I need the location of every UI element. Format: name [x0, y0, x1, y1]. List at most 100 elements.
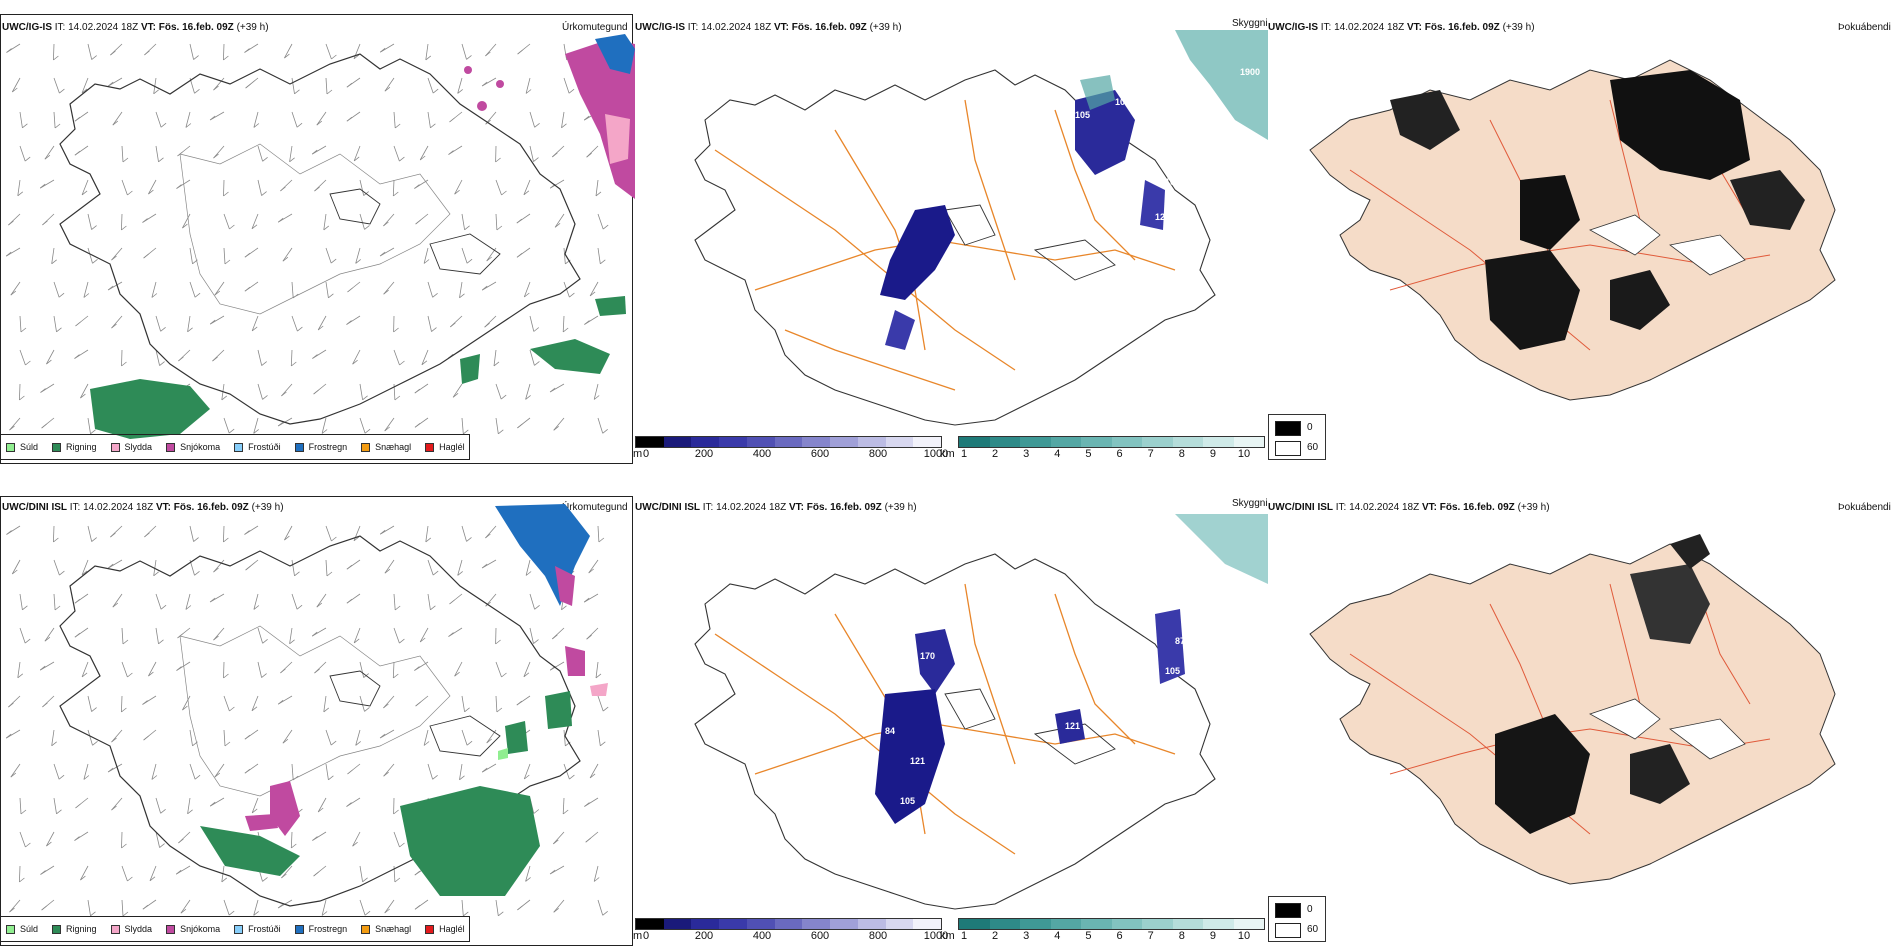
- wind-barb: [529, 627, 534, 644]
- wind-barb-flag: [593, 877, 600, 882]
- wind-barb-flag: [221, 877, 228, 883]
- wind-barb-flag: [384, 86, 391, 92]
- wind-barb: [597, 729, 601, 746]
- wind-barb: [112, 593, 123, 608]
- wind-barb-flag: [19, 877, 25, 883]
- wind-barb-flag: [182, 705, 188, 711]
- wind-barb-flag: [121, 361, 127, 367]
- wind-barb-flag: [362, 877, 368, 883]
- wind-barb-flag: [586, 634, 592, 640]
- wind-barb-flag: [194, 570, 200, 576]
- wind-barb-flag: [602, 224, 609, 230]
- wind-barb: [384, 417, 395, 432]
- colorbar-segment: [719, 919, 747, 929]
- wind-barb-flag: [383, 289, 389, 295]
- wind-barb: [353, 627, 361, 644]
- wind-barb-flag: [75, 803, 81, 809]
- wind-barb-flag: [251, 224, 258, 230]
- wind-barb-flag: [112, 120, 119, 126]
- wind-barb: [359, 213, 365, 230]
- wind-barb: [452, 383, 463, 398]
- wind-barb: [291, 763, 294, 781]
- wind-barb-flag: [245, 565, 251, 571]
- wind-barb-flag: [122, 639, 129, 645]
- wind-barb-flag: [313, 389, 319, 395]
- wind-barb-flag: [561, 605, 567, 611]
- wind-barb-flag: [176, 184, 182, 189]
- wind-barb: [189, 729, 193, 746]
- wind-barb: [427, 315, 432, 332]
- wind-barb: [284, 43, 293, 59]
- ceiling-value-label: 102: [1165, 177, 1180, 187]
- wind-barb: [353, 525, 361, 541]
- wind-barb-flag: [144, 50, 150, 56]
- colorbar-segment: [719, 437, 747, 447]
- wind-barb-flag: [600, 741, 606, 747]
- wind-barb: [19, 593, 23, 610]
- wind-barb: [121, 627, 124, 645]
- wind-barb-flag: [394, 877, 401, 883]
- wind-barb: [46, 349, 55, 365]
- wind-barb-flag: [223, 191, 229, 197]
- wind-barb-flag: [534, 604, 540, 610]
- wind-barb-flag: [296, 604, 303, 610]
- wind-barb-flag: [346, 116, 353, 122]
- wind-barb-flag: [90, 429, 96, 435]
- fog-legend-2: 0 60: [1268, 896, 1326, 942]
- wind-barb-flag: [419, 155, 426, 161]
- wind-barb-flag: [178, 838, 184, 844]
- wind-barb: [290, 831, 293, 849]
- wind-barb-flag: [193, 55, 199, 60]
- wind-barb: [588, 559, 599, 574]
- wind-barb-flag: [253, 123, 260, 128]
- wind-barb: [46, 831, 55, 847]
- wind-barb-flag: [523, 190, 530, 196]
- wind-barb: [383, 695, 395, 709]
- wind-barb-flag: [362, 395, 368, 401]
- wind-barb-flag: [160, 122, 167, 128]
- wind-barb-flag: [291, 361, 297, 367]
- fog-map-1: [1309, 59, 1836, 401]
- wind-barb: [182, 695, 191, 711]
- wind-barb-flag: [450, 322, 456, 328]
- wind-barb: [353, 43, 361, 59]
- wind-barb-flag: [92, 740, 98, 746]
- ceiling-value-label: 130: [1125, 87, 1140, 97]
- wind-barb-flag: [454, 189, 460, 195]
- wind-barb-flag: [328, 293, 334, 299]
- wind-barb-flag: [209, 597, 216, 603]
- wind-barb-flag: [326, 571, 333, 577]
- precip-legend-item: Frostúði: [234, 924, 281, 934]
- wind-barb: [461, 525, 467, 542]
- wind-barb-flag: [261, 191, 267, 196]
- wind-barb: [121, 661, 128, 678]
- wind-barb: [393, 593, 396, 611]
- wind-barb-flag: [459, 293, 465, 299]
- wind-barb-flag: [81, 190, 88, 196]
- wind-barb-flag: [432, 292, 438, 298]
- wind-barb: [419, 145, 429, 161]
- wind-barb: [155, 145, 159, 162]
- wind-barb-flag: [602, 428, 608, 434]
- wind-barb: [597, 899, 604, 916]
- wind-barb-flag: [25, 360, 31, 366]
- wind-barb-flag: [517, 423, 523, 429]
- wind-barb: [597, 695, 604, 712]
- wind-barb-flag: [111, 805, 117, 811]
- wind-barb-flag: [463, 429, 469, 435]
- wind-barb-flag: [142, 700, 148, 705]
- colorbar-tick-label: 8: [1178, 930, 1185, 942]
- wind-barb-flag: [91, 55, 97, 60]
- colorbar-segment: [1050, 919, 1081, 929]
- wind-barb-flag: [353, 536, 360, 542]
- wind-barb-flag: [20, 327, 27, 333]
- wind-barb-flag: [464, 225, 470, 231]
- wind-barb-flag: [8, 220, 14, 226]
- fog-legend-label-0: 0: [1307, 904, 1313, 915]
- wind-barb-flag: [41, 423, 47, 429]
- wind-barb-flag: [253, 605, 260, 610]
- wind-barb: [359, 417, 366, 434]
- wind-barb: [281, 383, 293, 397]
- legend-label: Rigning: [66, 924, 97, 934]
- wind-barb: [352, 831, 361, 847]
